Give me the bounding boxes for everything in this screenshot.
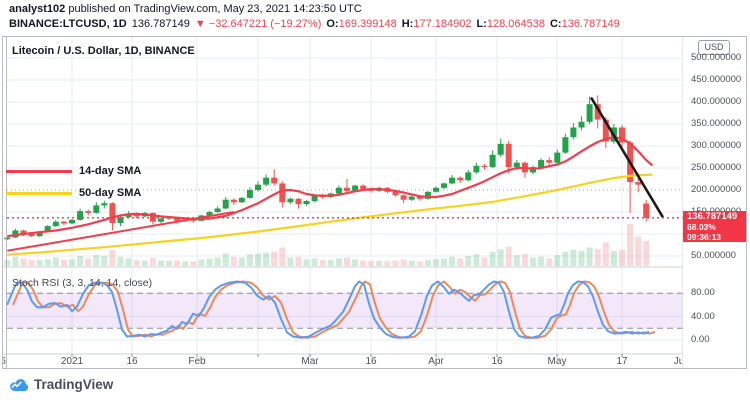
price-tick-label: 250.000000 <box>691 162 742 173</box>
last-price-badge: 136.787149 68.03% 09:36:13 <box>683 211 746 242</box>
price-tick-label: 50.000000 <box>691 250 736 261</box>
price-axis[interactable]: USD 136.787149 68.03% 09:36:13 500.00000… <box>683 37 746 368</box>
sma14-label: 14-day SMA <box>77 165 144 177</box>
badge-percent: 68.03% <box>687 222 716 232</box>
quote-line: BINANCE:LTCUSD, 1D 136.787149 ▼ −32.647221… <box>9 17 739 32</box>
low-value: 128.064538 <box>486 18 545 30</box>
high-label: H: <box>401 18 414 30</box>
footer: TradingView <box>0 370 750 404</box>
time-tick-label: Apr <box>428 356 444 367</box>
stoch-tick-label: 40.00 <box>691 310 715 322</box>
stoch-rsi-title: Stoch RSI (3, 3, 14, 14, close) <box>12 277 153 289</box>
price-tick-label: 500.000000 <box>691 52 742 63</box>
chart-title: Litecoin / U.S. Dollar, 1D, BINANCE <box>12 45 195 57</box>
time-tick-label: Mar <box>301 356 319 367</box>
time-tick-label: 16 <box>126 356 138 367</box>
sma14-swatch <box>6 169 72 173</box>
time-tick-label: 16 <box>365 356 377 367</box>
header: analyst102 published on TradingView.com,… <box>9 2 739 32</box>
low-label: L: <box>476 18 487 30</box>
price-tick-label: 400.000000 <box>691 96 742 107</box>
symbol-label: BINANCE:LTCUSD, 1D <box>9 18 127 30</box>
stoch-tick-label: 80.00 <box>691 287 715 299</box>
time-tick-label: 6 <box>3 356 6 367</box>
tradingview-cloud-icon <box>10 379 29 392</box>
close-label: C: <box>549 18 562 30</box>
time-tick-label: Ju <box>673 356 682 367</box>
stoch-tick-label: 0.00 <box>691 334 710 345</box>
time-tick-label: 16 <box>491 356 503 367</box>
chart-frame: Litecoin / U.S. Dollar, 1D, BINANCE 14-d… <box>2 36 747 369</box>
author-name: analyst102 <box>9 3 66 15</box>
publish-line: analyst102 published on TradingView.com,… <box>9 2 739 17</box>
time-axis[interactable]: 6 2021 16 Feb Mar 16 Apr 16 May 17 Ju <box>3 356 682 369</box>
legend-sma50: 50-day SMA <box>6 187 144 199</box>
publish-info: published on TradingView.com, May 23, 20… <box>68 3 362 15</box>
price-tick-label: 200.000000 <box>691 184 742 195</box>
sma50-label: 50-day SMA <box>77 187 144 199</box>
high-value: 177.184902 <box>413 18 472 30</box>
badge-countdown: 09:36:13 <box>687 232 722 242</box>
open-label: O: <box>326 18 339 30</box>
time-tick-label: 17 <box>616 356 628 367</box>
sma50-swatch <box>6 191 72 195</box>
tradingview-logo[interactable]: TradingView <box>8 377 113 392</box>
price-tick-label: 450.000000 <box>691 74 742 85</box>
price-change: ▼ −32.647221 (−19.27%) <box>194 18 322 30</box>
time-tick-label: Feb <box>188 356 206 367</box>
chart-canvas[interactable] <box>3 37 746 368</box>
open-value: 169.399148 <box>338 18 397 30</box>
currency-chip: USD <box>698 40 730 55</box>
last-price: 136.787149 <box>131 18 190 30</box>
time-tick-label: May <box>547 356 567 367</box>
price-tick-label: 300.000000 <box>691 140 742 151</box>
time-tick-label: 2021 <box>60 356 84 367</box>
badge-price: 136.787149 <box>687 211 738 222</box>
legend-sma14: 14-day SMA <box>6 165 144 177</box>
tradingview-brand-text: TradingView <box>34 377 114 392</box>
price-tick-label: 350.000000 <box>691 118 742 129</box>
close-value: 136.787149 <box>561 18 620 30</box>
